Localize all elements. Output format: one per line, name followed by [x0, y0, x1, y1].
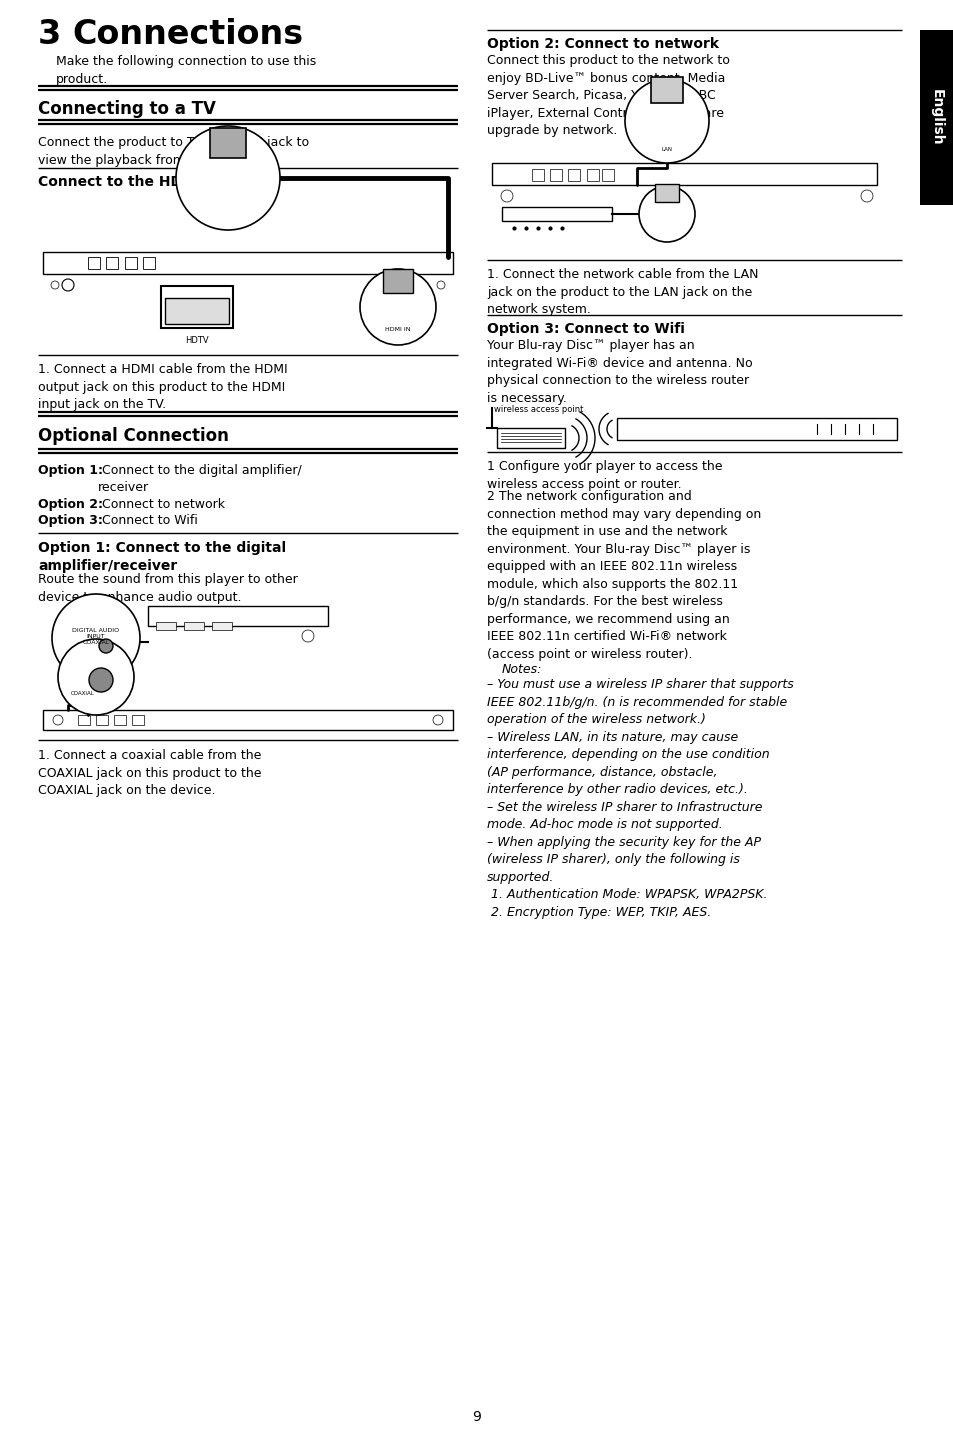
- Text: Connect this product to the network to
enjoy BD-Live™ bonus content, Media
Serve: Connect this product to the network to e…: [486, 54, 729, 137]
- Circle shape: [53, 715, 63, 725]
- Circle shape: [51, 281, 59, 289]
- Text: Connecting to a TV: Connecting to a TV: [38, 100, 215, 117]
- Bar: [161, 286, 233, 328]
- Circle shape: [58, 639, 133, 715]
- Circle shape: [861, 190, 872, 202]
- Text: LAN: LAN: [660, 147, 672, 152]
- Bar: [78, 715, 90, 725]
- Bar: [655, 183, 679, 202]
- Circle shape: [52, 594, 140, 682]
- Bar: [650, 77, 682, 103]
- Text: – You must use a wireless IP sharer that supports
IEEE 802.11b/g/n. (n is recomm: – You must use a wireless IP sharer that…: [486, 677, 793, 918]
- Text: Connect to the digital amplifier/
receiver: Connect to the digital amplifier/ receiv…: [98, 464, 301, 494]
- Text: Connect the product to TV via HDMI jack to
view the playback from the disc.: Connect the product to TV via HDMI jack …: [38, 136, 309, 166]
- Bar: [106, 256, 118, 269]
- Bar: [532, 169, 543, 180]
- Text: 3: 3: [38, 19, 61, 52]
- Bar: [617, 418, 896, 440]
- Circle shape: [62, 279, 74, 291]
- Circle shape: [359, 269, 436, 345]
- Text: HDTV: HDTV: [185, 337, 209, 345]
- Text: COAXIAL: COAXIAL: [71, 692, 94, 696]
- Text: Connect to network: Connect to network: [98, 498, 225, 511]
- Bar: [184, 621, 204, 630]
- Bar: [96, 715, 108, 725]
- Text: 1. Connect a HDMI cable from the HDMI
output jack on this product to the HDMI
in: 1. Connect a HDMI cable from the HDMI ou…: [38, 362, 287, 411]
- Circle shape: [99, 639, 112, 653]
- Text: wireless access point: wireless access point: [494, 405, 583, 414]
- Text: DIGITAL AUDIO
INPUT
COAXIAL: DIGITAL AUDIO INPUT COAXIAL: [72, 629, 119, 646]
- Bar: [601, 169, 614, 180]
- Bar: [125, 256, 137, 269]
- Bar: [143, 256, 154, 269]
- Circle shape: [89, 667, 112, 692]
- Text: Connect to the HDMI Jack: Connect to the HDMI Jack: [38, 175, 237, 189]
- Bar: [113, 715, 126, 725]
- Bar: [156, 621, 175, 630]
- Bar: [132, 715, 144, 725]
- Bar: [586, 169, 598, 180]
- Text: 2 The network configuration and
connection method may vary depending on
the equi: 2 The network configuration and connecti…: [486, 490, 760, 660]
- Text: HDMI: HDMI: [219, 172, 236, 178]
- Bar: [492, 163, 876, 185]
- Text: HDMI IN: HDMI IN: [385, 326, 411, 332]
- Text: Option 3:: Option 3:: [38, 514, 103, 527]
- Text: Make the following connection to use this
product.: Make the following connection to use thi…: [56, 54, 315, 86]
- Bar: [212, 621, 232, 630]
- Text: Connect to Wifi: Connect to Wifi: [98, 514, 197, 527]
- Circle shape: [175, 126, 280, 231]
- Text: 1. Connect a coaxial cable from the
COAXIAL jack on this product to the
COAXIAL : 1. Connect a coaxial cable from the COAX…: [38, 749, 261, 798]
- Text: Option 2: Connect to network: Option 2: Connect to network: [486, 37, 719, 52]
- Bar: [567, 169, 579, 180]
- Circle shape: [433, 715, 442, 725]
- Text: 1 Configure your player to access the
wireless access point or router.: 1 Configure your player to access the wi…: [486, 460, 721, 491]
- Text: English: English: [929, 89, 943, 146]
- Bar: [165, 298, 229, 324]
- Text: Notes:: Notes:: [501, 663, 542, 676]
- Text: Route the sound from this player to other
device to enhance audio output.: Route the sound from this player to othe…: [38, 573, 297, 603]
- Circle shape: [500, 190, 513, 202]
- Bar: [148, 606, 328, 626]
- Text: 9: 9: [472, 1411, 481, 1423]
- Text: Option 1: Connect to the digital
amplifier/receiver: Option 1: Connect to the digital amplifi…: [38, 541, 286, 573]
- Bar: [501, 208, 612, 221]
- Bar: [210, 127, 246, 158]
- Bar: [43, 710, 453, 730]
- Text: 1. Connect the network cable from the LAN
jack on the product to the LAN jack on: 1. Connect the network cable from the LA…: [486, 268, 758, 316]
- Bar: [43, 252, 453, 274]
- Circle shape: [624, 79, 708, 163]
- Bar: [497, 428, 564, 448]
- Bar: [88, 256, 100, 269]
- Bar: [919, 30, 953, 205]
- Bar: [382, 269, 413, 294]
- Text: Your Blu-ray Disc™ player has an
integrated Wi-Fi® device and antenna. No
physic: Your Blu-ray Disc™ player has an integra…: [486, 339, 752, 404]
- Circle shape: [639, 186, 695, 242]
- Circle shape: [302, 630, 314, 642]
- Text: Optional Connection: Optional Connection: [38, 427, 229, 445]
- Bar: [550, 169, 561, 180]
- Text: Option 1:: Option 1:: [38, 464, 103, 477]
- Text: Connections: Connections: [71, 19, 303, 52]
- Circle shape: [436, 281, 444, 289]
- Text: Option 3: Connect to Wifi: Option 3: Connect to Wifi: [486, 322, 684, 337]
- Text: Option 2:: Option 2:: [38, 498, 103, 511]
